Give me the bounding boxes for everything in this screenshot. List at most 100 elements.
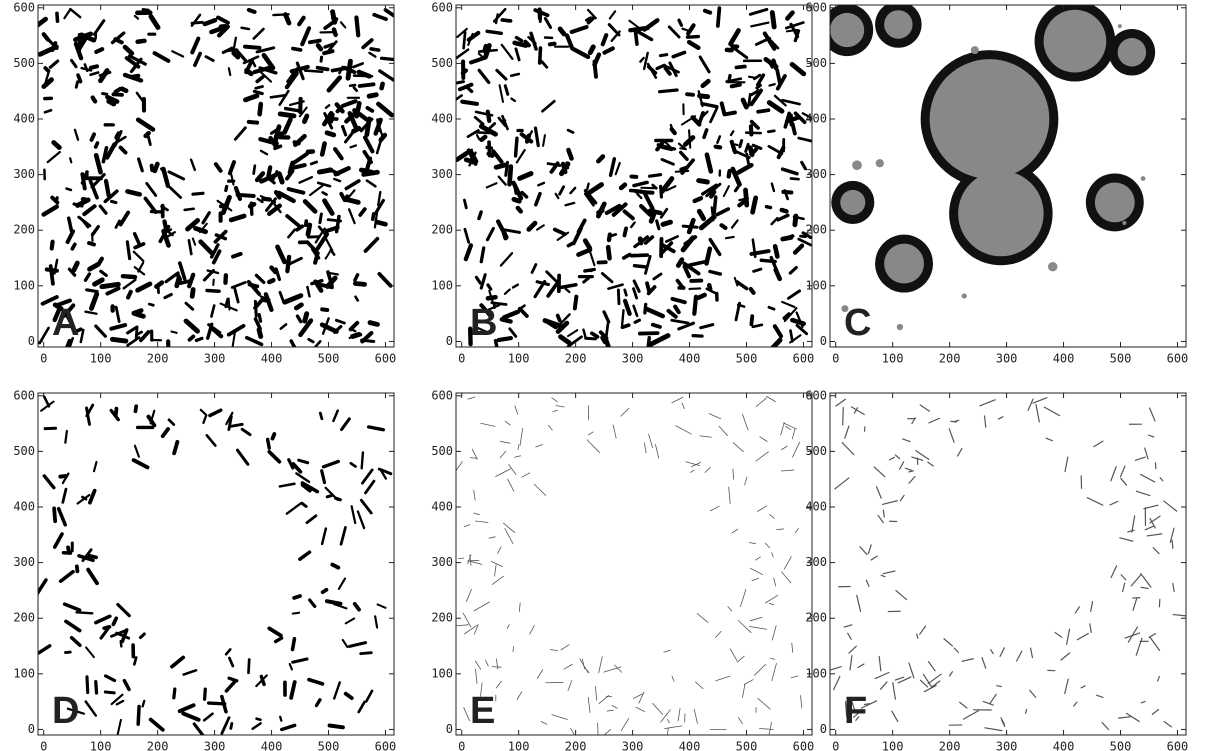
feature — [586, 439, 600, 453]
x-tick-label: 400 — [679, 740, 701, 751]
blob — [884, 10, 913, 39]
feature — [83, 63, 89, 73]
feature — [710, 505, 720, 512]
feature — [515, 148, 526, 164]
feature — [352, 86, 358, 93]
feature — [65, 187, 73, 192]
feature — [191, 237, 197, 246]
feature — [1131, 515, 1136, 533]
feature — [633, 28, 639, 46]
feature — [515, 205, 523, 214]
feature — [543, 16, 553, 29]
feature — [291, 611, 301, 615]
feature — [460, 68, 469, 76]
feature — [737, 198, 749, 208]
feature — [324, 248, 333, 260]
feature — [323, 112, 334, 130]
feature — [894, 454, 901, 460]
feature — [278, 482, 296, 488]
feature — [535, 444, 543, 448]
feature — [509, 72, 521, 78]
feature — [1073, 701, 1078, 707]
feature — [647, 339, 653, 347]
feature — [324, 104, 331, 109]
feature — [377, 190, 382, 207]
feature — [1119, 537, 1134, 542]
feature — [204, 55, 215, 62]
feature — [483, 42, 492, 60]
feature — [569, 186, 577, 195]
x-tick-label: 200 — [147, 740, 169, 751]
feature — [770, 657, 775, 660]
feature — [92, 460, 98, 473]
feature — [127, 54, 147, 66]
feature — [210, 304, 216, 318]
feature — [554, 192, 560, 200]
feature — [219, 302, 238, 312]
feature — [927, 673, 942, 685]
feature — [288, 662, 294, 671]
feature — [277, 111, 297, 119]
feature — [286, 187, 306, 195]
feature — [656, 143, 677, 151]
feature — [79, 328, 85, 344]
feature — [801, 231, 812, 240]
feature — [517, 171, 534, 181]
feature — [485, 659, 489, 667]
feature — [696, 292, 707, 300]
feature — [364, 689, 374, 703]
feature — [343, 196, 361, 205]
feature — [930, 680, 941, 689]
feature — [488, 536, 496, 539]
feature — [271, 170, 279, 183]
feature — [755, 556, 761, 561]
feature — [517, 306, 529, 318]
feature — [743, 187, 750, 208]
feature — [246, 7, 257, 14]
feature — [642, 18, 660, 32]
x-tick-label: 100 — [90, 352, 112, 366]
feature — [98, 70, 112, 77]
feature — [500, 227, 521, 234]
feature — [206, 701, 227, 706]
feature — [116, 602, 131, 618]
feature — [136, 704, 141, 726]
speck — [1140, 176, 1146, 181]
feature — [867, 544, 872, 555]
feature — [463, 227, 471, 244]
feature — [948, 671, 954, 677]
feature — [606, 232, 613, 243]
feature — [916, 633, 919, 639]
feature — [732, 468, 734, 480]
feature — [341, 99, 358, 108]
feature — [785, 426, 792, 430]
feature — [501, 230, 509, 241]
feature — [199, 408, 207, 416]
feature — [320, 527, 328, 546]
x-tick-label: 200 — [939, 352, 961, 366]
feature — [50, 195, 60, 205]
feature — [870, 555, 878, 561]
feature — [533, 126, 540, 148]
y-tick-label: 100 — [805, 278, 827, 292]
feature — [670, 296, 687, 305]
feature — [307, 38, 322, 45]
feature — [273, 203, 282, 214]
y-tick-label: 100 — [805, 666, 827, 680]
feature — [356, 510, 366, 530]
feature — [756, 108, 771, 114]
feature — [148, 717, 165, 732]
feature — [53, 298, 72, 308]
feature — [198, 239, 215, 256]
feature — [495, 68, 508, 81]
feature — [586, 182, 590, 191]
feature — [240, 427, 252, 437]
feature — [365, 105, 375, 113]
feature — [1120, 574, 1127, 581]
feature — [781, 300, 796, 309]
feature — [788, 265, 798, 275]
y-tick-label: 300 — [13, 555, 35, 569]
feature — [132, 232, 142, 247]
feature — [317, 225, 328, 237]
feature — [357, 82, 376, 88]
